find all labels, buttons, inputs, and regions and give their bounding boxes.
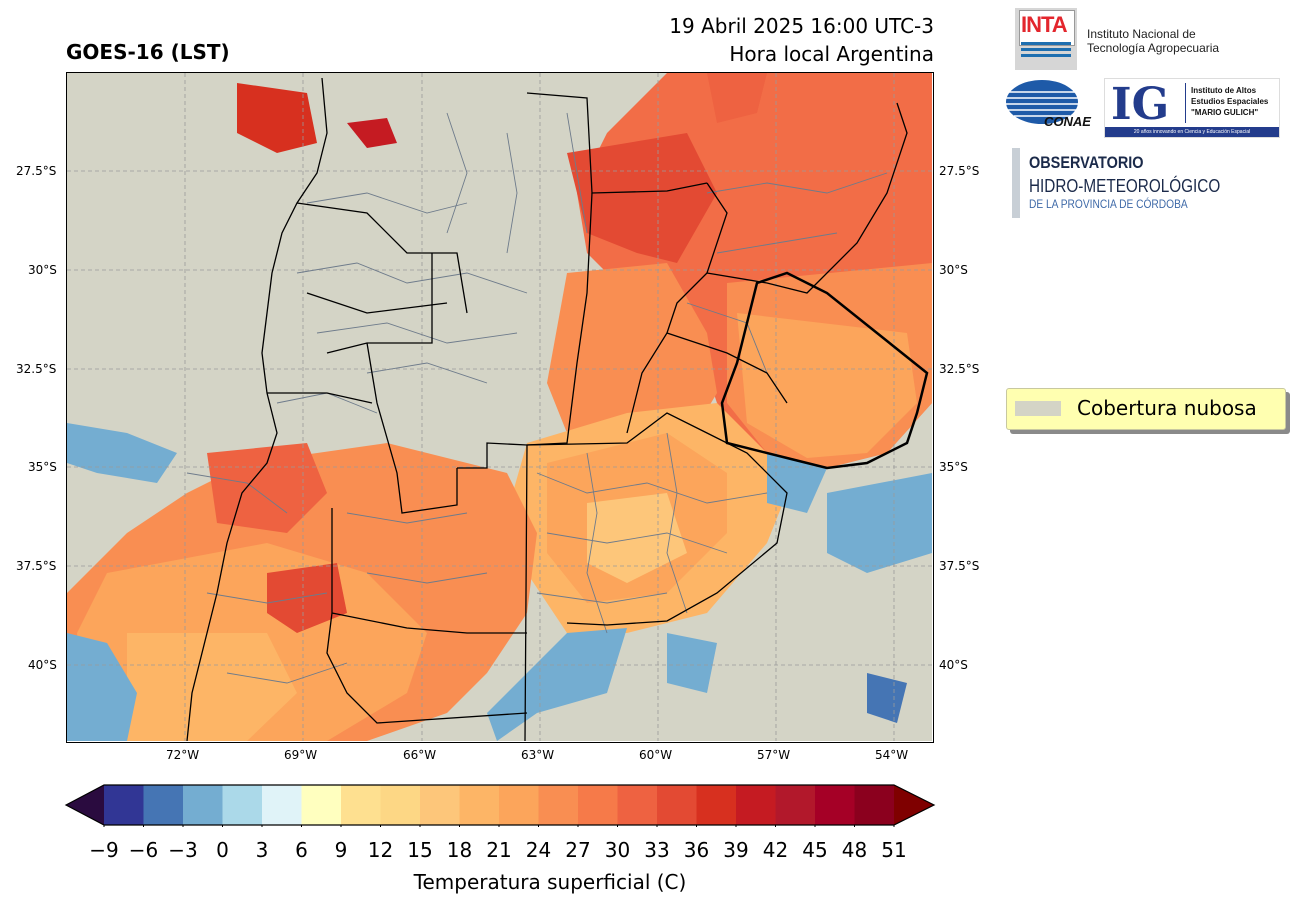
colorbar-segment [341,785,381,825]
lat-label-right: 40°S [939,658,968,672]
lat-label-left: 35°S [28,460,57,474]
temperature-map [66,72,934,743]
timestamp-date: 19 Abril 2025 16:00 UTC-3 [669,14,934,38]
colorbar-title: Temperatura superficial (C) [413,870,687,894]
lat-label-right: 35°S [939,460,968,474]
inta-name: Instituto Nacional de Tecnología Agropec… [1087,27,1220,55]
conae-logo: CONAE [1004,78,1091,130]
colorbar-segment [143,785,184,825]
colorbar-tick-label: 42 [762,838,789,862]
colorbar-segment [459,785,500,825]
lon-label: 54°W [875,748,909,762]
lon-label: 66°W [403,748,437,762]
colorbar-tick-label: −9 [89,838,119,862]
ig-footer: 20 años innovando en Ciencia y Educación… [1105,127,1279,137]
ig-logo: IG Instituto de Altos Estudios Espaciale… [1104,78,1280,138]
timestamp-block: 19 Abril 2025 16:00 UTC-3 Hora local Arg… [560,12,934,68]
colorbar-min-arrow [66,785,104,825]
conae-text: CONAE [1044,114,1091,129]
colorbar-tick-label: 21 [486,838,512,862]
colorbar-segment [104,785,144,825]
map-canvas [67,73,932,742]
cloud-swatch [1015,401,1061,416]
colorbar-tick-label: 27 [565,838,591,862]
lat-label-left: 30°S [28,263,57,277]
colorbar-segment [854,785,895,825]
lat-label-right: 32.5°S [939,362,980,376]
colorbar-segment [420,785,460,825]
colorbar-tick-label: 48 [841,838,868,862]
lat-label-right: 37.5°S [939,559,980,573]
colorbar-segment [183,785,223,825]
observatorio-subtitle: HIDRO-METEOROLÓGICO [1029,176,1221,196]
colorbar-ticks: −9 −6 −3 0 3 6 9 12 15 18 21 24 27 30 33 36 39 42 45 48 51 [0,838,1000,866]
colorbar-tick-label: −3 [168,838,198,862]
colorbar-segment [578,785,618,825]
colorbar-segment [380,785,421,825]
cloud-legend: Cobertura nubosa [1006,388,1286,430]
colorbar-tick-label: 36 [683,838,710,862]
colorbar-segment [538,785,579,825]
colorbar-tick-label: 0 [216,838,229,862]
colorbar-tick-label: 12 [367,838,394,862]
colorbar-segment [815,785,855,825]
timestamp-local: Hora local Argentina [729,42,934,66]
colorbar-tick-label: 6 [295,838,308,862]
colorbar-tick-label: 45 [802,838,828,862]
colorbar-segment [262,785,302,825]
colorbar-tick-label: 39 [723,838,749,862]
colorbar-segment [617,785,658,825]
lat-label-left: 37.5°S [16,559,57,573]
observatorio-title: OBSERVATORIO [1029,153,1144,172]
colorbar-tick-label: 51 [881,838,907,862]
lat-label-left: 27.5°S [16,164,57,178]
colorbar-segment [775,785,816,825]
colorbar-tick-label: −6 [128,838,159,862]
colorbar-tick-label: 9 [334,838,348,862]
colorbar-segment [499,785,539,825]
cloud-legend-label: Cobertura nubosa [1077,396,1257,420]
colorbar-segment [736,785,776,825]
colorbar-segment [301,785,342,825]
colorbar-tick-label: 30 [604,838,631,862]
colorbar-tick-label: 15 [407,838,433,862]
colorbar [64,783,938,831]
inta-logo: INTA [1015,8,1077,70]
inta-mark: INTA [1021,12,1068,37]
colorbar-tick-label: 3 [255,838,269,862]
lat-label-right: 27.5°S [939,164,980,178]
colorbar-segment [222,785,263,825]
observatorio-province: DE LA PROVINCIA DE CÓRDOBA [1029,197,1188,211]
lon-label: 57°W [757,748,791,762]
colorbar-tick-label: 33 [644,838,670,862]
lat-label-left: 40°S [28,658,57,672]
lon-label: 72°W [166,748,200,762]
conae-globe-icon [1006,80,1078,124]
colorbar-tick-label: 24 [525,838,552,862]
lat-label-left: 32.5°S [16,362,57,376]
colorbar-segment [657,785,697,825]
colorbar-segment [696,785,737,825]
map-title: GOES-16 (LST) [66,40,230,64]
colorbar-graphic [64,784,936,827]
colorbar-max-arrow [894,785,934,825]
ig-mark: IG [1111,79,1170,130]
lon-label: 60°W [639,748,673,762]
colorbar-tick-label: 18 [446,838,473,862]
ig-name: Instituto de Altos Estudios Espaciales "… [1191,86,1269,117]
observatorio-bar [1012,148,1020,218]
lon-label: 63°W [521,748,555,762]
lon-label: 69°W [284,748,318,762]
lat-label-right: 30°S [939,263,968,277]
